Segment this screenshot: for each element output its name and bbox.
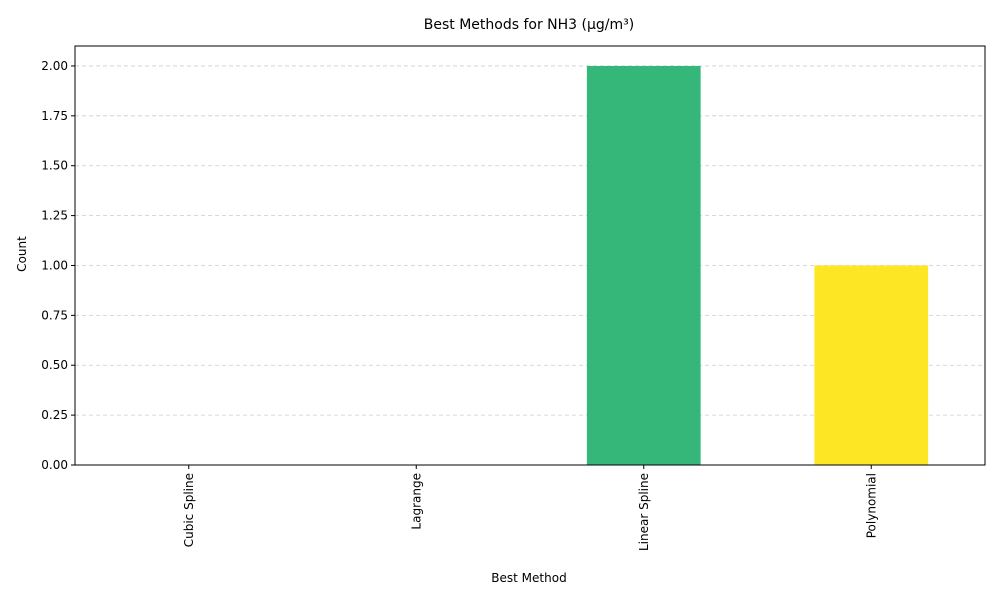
bar-linear-spline [586,65,701,465]
y-tick-label: 2.00 [41,59,68,73]
y-axis: 0.00 0.25 0.50 0.75 1.00 1.25 1.50 1.75 2.00 [41,59,75,472]
y-axis-label: Count [15,236,29,272]
y-tick-label: 0.00 [41,458,68,472]
y-tick-label: 0.75 [41,308,68,322]
x-tick-label: Lagrange [409,473,423,530]
x-tick-label: Linear Spline [637,473,651,551]
y-tick-label: 0.50 [41,358,68,372]
x-tick-label: Polynomial [864,473,878,538]
y-tick-label: 1.50 [41,159,68,173]
x-tick-label: Cubic Spline [182,473,196,547]
y-tick-label: 1.75 [41,109,68,123]
x-axis: Cubic Spline Lagrange Linear Spline Polynom… [182,465,878,551]
x-axis-label: Best Method [491,571,566,585]
y-tick-label: 1.25 [41,209,68,223]
y-tick-label: 0.25 [41,408,68,422]
y-tick-label: 1.00 [41,258,68,272]
chart-title: Best Methods for NH3 (µg/m³) [424,17,634,33]
plot-frame [74,45,986,466]
bar-polynomial [814,265,929,465]
bars [586,65,929,465]
